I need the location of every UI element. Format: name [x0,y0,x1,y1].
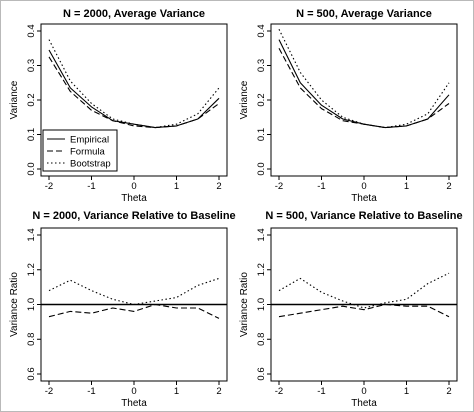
x-tick-label: 2 [446,181,451,192]
series-line-formula [278,303,450,318]
series-line-formula [48,56,220,129]
y-tick-label: 1.4 [26,228,37,241]
y-tick-label: 0.2 [26,93,37,106]
series-line-bootstrap [48,277,220,306]
y-tick-label: 0.4 [256,24,267,37]
y-tick-label: 0.0 [256,162,267,175]
chart-panel-4: N = 500, Variance Relative to Baseline -2… [239,210,463,409]
y-tick-label: 0.6 [256,367,267,380]
x-axis-label: Theta [351,398,377,409]
x-tick-label: 1 [174,181,179,192]
y-axis-label: Variance [239,80,250,119]
x-tick-label: 2 [446,386,451,397]
y-tick-label: 0.1 [256,128,267,141]
series-line-bootstrap [278,272,450,309]
chart-panel-3: N = 2000, Variance Relative to Baseline -… [9,210,236,409]
x-tick-label: -2 [275,181,283,192]
legend-label: Empirical [70,135,109,146]
chart-title: N = 500, Average Variance [296,8,432,20]
y-tick-label: 0.8 [256,333,267,346]
y-tick-label: 1.4 [256,228,267,241]
y-tick-label: 1.0 [256,298,267,311]
x-tick-label: -1 [317,386,325,397]
legend-label: Bootstrap [70,159,111,170]
y-tick-label: 0.1 [26,128,37,141]
x-tick-label: 0 [361,386,366,397]
x-tick-label: -2 [45,386,53,397]
legend-label: Formula [70,147,106,158]
y-tick-label: 0.8 [26,333,37,346]
y-axis-label: Variance Ratio [9,272,20,337]
plot-area-border [270,23,458,177]
legend-box [42,129,118,172]
x-tick-label: -1 [317,181,325,192]
x-axis-label: Theta [351,193,377,204]
series-line-bootstrap [278,29,450,129]
x-tick-label: 1 [404,386,409,397]
y-tick-label: 1.2 [26,263,37,276]
x-tick-label: -1 [87,181,95,192]
x-axis-label: Theta [121,193,147,204]
y-axis-label: Variance Ratio [239,272,250,337]
y-tick-label: 1.0 [26,298,37,311]
chart-title: N = 2000, Variance Relative to Baseline [32,210,235,222]
x-tick-label: 0 [131,386,136,397]
y-tick-label: 0.3 [26,59,37,72]
x-axis-label: Theta [121,398,147,409]
y-tick-label: 0.3 [256,59,267,72]
x-tick-label: 2 [216,386,221,397]
series-line-empirical [278,39,450,129]
series-line-bootstrap [48,39,220,129]
x-tick-label: -1 [87,386,95,397]
chart-panel-2: N = 500, Average Variance -2 -1 0 1 2 0.0 0.1 0.… [239,8,458,204]
series-line-formula [48,303,220,319]
y-axis-label: Variance [9,80,20,119]
y-tick-label: 0.2 [256,93,267,106]
x-tick-label: 0 [361,181,366,192]
y-tick-label: 1.2 [256,263,267,276]
chart-title: N = 2000, Average Variance [63,8,205,20]
y-tick-label: 0.4 [26,24,37,37]
x-tick-label: -2 [275,386,283,397]
chart-panel-1: N = 2000, Average Variance -2 -1 0 1 2 0.0 0.1 0… [9,8,228,204]
y-tick-label: 0.0 [26,162,37,175]
x-tick-label: 1 [174,386,179,397]
x-tick-label: 1 [404,181,409,192]
chart-title: N = 500, Variance Relative to Baseline [265,210,462,222]
x-tick-label: -2 [45,181,53,192]
y-tick-label: 0.6 [26,367,37,380]
series-line-empirical [48,49,220,129]
x-tick-label: 2 [216,181,221,192]
x-tick-label: 0 [131,181,136,192]
